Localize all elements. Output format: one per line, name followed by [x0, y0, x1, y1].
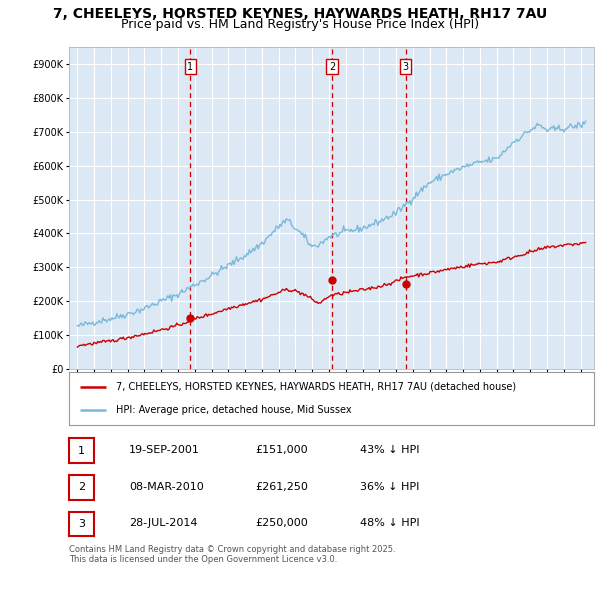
Text: 08-MAR-2010: 08-MAR-2010	[129, 482, 204, 491]
Text: 36% ↓ HPI: 36% ↓ HPI	[360, 482, 419, 491]
Text: 2: 2	[78, 483, 85, 492]
Text: 7, CHEELEYS, HORSTED KEYNES, HAYWARDS HEATH, RH17 7AU (detached house): 7, CHEELEYS, HORSTED KEYNES, HAYWARDS HE…	[116, 382, 517, 392]
Text: Contains HM Land Registry data © Crown copyright and database right 2025.
This d: Contains HM Land Registry data © Crown c…	[69, 545, 395, 564]
Text: 1: 1	[187, 62, 193, 71]
Text: £151,000: £151,000	[255, 445, 308, 455]
Text: 28-JUL-2014: 28-JUL-2014	[129, 519, 197, 528]
Text: 7, CHEELEYS, HORSTED KEYNES, HAYWARDS HEATH, RH17 7AU: 7, CHEELEYS, HORSTED KEYNES, HAYWARDS HE…	[53, 7, 547, 21]
Text: 3: 3	[78, 519, 85, 529]
Text: 3: 3	[403, 62, 409, 71]
Text: 2: 2	[329, 62, 335, 71]
Text: £261,250: £261,250	[255, 482, 308, 491]
Text: 48% ↓ HPI: 48% ↓ HPI	[360, 519, 419, 528]
Text: 19-SEP-2001: 19-SEP-2001	[129, 445, 200, 455]
Text: 43% ↓ HPI: 43% ↓ HPI	[360, 445, 419, 455]
Text: £250,000: £250,000	[255, 519, 308, 528]
Text: Price paid vs. HM Land Registry's House Price Index (HPI): Price paid vs. HM Land Registry's House …	[121, 18, 479, 31]
Text: 1: 1	[78, 446, 85, 455]
Text: HPI: Average price, detached house, Mid Sussex: HPI: Average price, detached house, Mid …	[116, 405, 352, 415]
